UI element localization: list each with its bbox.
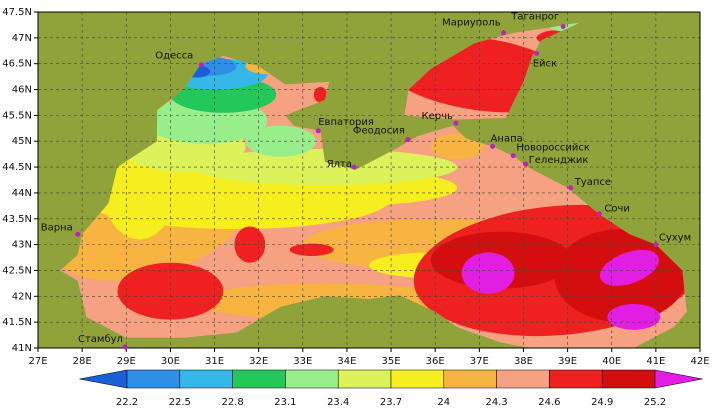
city-label: Геленджик (529, 155, 589, 166)
lon-tick-label: 35E (382, 356, 401, 367)
lon-tick-label: 31E (205, 356, 224, 367)
city-marker (490, 143, 496, 149)
city-label: Ейск (533, 58, 557, 69)
lon-tick-label: 36E (426, 356, 445, 367)
colorbar-label: 23.1 (274, 397, 296, 408)
lon-tick-label: 29E (117, 356, 136, 367)
colorbar-segment (549, 369, 603, 389)
colorbar-segment (126, 369, 181, 389)
city-label: Одесса (155, 51, 193, 62)
colorbar-segment (337, 369, 392, 389)
lon-tick-label: 40E (602, 356, 621, 367)
lon-tick-label: 27E (28, 356, 47, 367)
colorbar-label: 23.7 (380, 397, 402, 408)
colorbar-label: 24.3 (485, 397, 507, 408)
city-label: Сухум (659, 233, 691, 244)
lat-tick-label: 43N (12, 240, 32, 251)
city-marker (653, 242, 659, 248)
colorbar-label: 22.2 (116, 397, 138, 408)
city-marker (75, 231, 81, 237)
colorbar-segment (79, 369, 128, 389)
city-label: Евпатория (318, 117, 374, 128)
lon-tick-label: 33E (293, 356, 312, 367)
colorbar-segment (285, 369, 339, 389)
lon-tick-label: 28E (73, 356, 92, 367)
colorbar-label: 24.6 (538, 397, 560, 408)
colorbar-label: 24.9 (591, 397, 613, 408)
city-marker (596, 211, 602, 217)
colorbar-label: 24 (437, 397, 450, 408)
lat-tick-label: 42.5N (2, 265, 32, 276)
city-marker (568, 185, 574, 191)
lat-tick-label: 45N (12, 136, 32, 147)
colorbar-segment (443, 369, 497, 389)
colorbar-segment (390, 369, 445, 389)
city-label: Мариуполь (442, 18, 501, 29)
colorbar-segment (232, 369, 286, 389)
colorbar-segment (654, 369, 703, 389)
colorbar-segment (496, 369, 550, 389)
city-marker (122, 344, 128, 350)
colorbar-label: 23.4 (327, 397, 349, 408)
city-marker (523, 161, 529, 167)
city-label: Феодосия (353, 126, 405, 137)
lat-tick-label: 45.5N (2, 110, 32, 121)
temperature-zone (599, 249, 659, 286)
lon-tick-label: 41E (646, 356, 665, 367)
temperature-zone (461, 252, 515, 294)
lon-tick-label: 30E (161, 356, 180, 367)
colorbar-segment (601, 369, 656, 389)
city-label: Ялта (327, 159, 352, 170)
city-marker (198, 62, 204, 68)
lat-tick-label: 42N (12, 291, 32, 302)
city-label: Сочи (604, 204, 630, 215)
lon-tick-label: 39E (558, 356, 577, 367)
lon-tick-label: 38E (514, 356, 533, 367)
city-label: Варна (41, 222, 73, 233)
city-marker (510, 153, 516, 159)
lat-tick-label: 41N (12, 343, 32, 354)
city-label: Керчь (422, 111, 454, 122)
frame (37, 11, 701, 349)
colorbar-segment (179, 369, 233, 389)
lon-tick-label: 34E (337, 356, 356, 367)
lat-tick-label: 43.5N (2, 214, 32, 225)
lat-tick-label: 44.5N (2, 162, 32, 173)
lat-tick-label: 41.5N (2, 317, 32, 328)
temperature-zone (313, 86, 328, 103)
lat-tick-label: 47.5N (2, 7, 32, 18)
lon-tick-label: 42E (690, 356, 709, 367)
city-marker (351, 164, 357, 170)
lon-tick-label: 37E (470, 356, 489, 367)
lat-tick-label: 44N (12, 188, 32, 199)
city-marker (315, 128, 321, 134)
lat-tick-label: 47N (12, 33, 32, 44)
lon-tick-label: 32E (249, 356, 268, 367)
temperature-zone (289, 243, 334, 256)
city-marker (453, 120, 459, 126)
colorbar-label: 22.8 (221, 397, 243, 408)
city-marker (501, 30, 507, 36)
city-label: Туапсе (574, 177, 611, 188)
temperature-zone (117, 262, 224, 320)
city-marker (405, 137, 411, 143)
colorbar-label: 25.2 (644, 397, 666, 408)
colorbar-label: 22.5 (169, 397, 191, 408)
temperature-zone (430, 133, 484, 160)
city-label: Таганрог (510, 11, 559, 22)
city-label: Стамбул (78, 334, 123, 345)
city-label: Анапа (491, 133, 523, 144)
city-marker (560, 23, 566, 29)
city-label: Новороссийск (516, 143, 590, 154)
lat-tick-label: 46.5N (2, 59, 32, 70)
lat-tick-label: 46N (12, 85, 32, 96)
city-marker (534, 50, 540, 56)
temperature-zone (607, 304, 661, 330)
